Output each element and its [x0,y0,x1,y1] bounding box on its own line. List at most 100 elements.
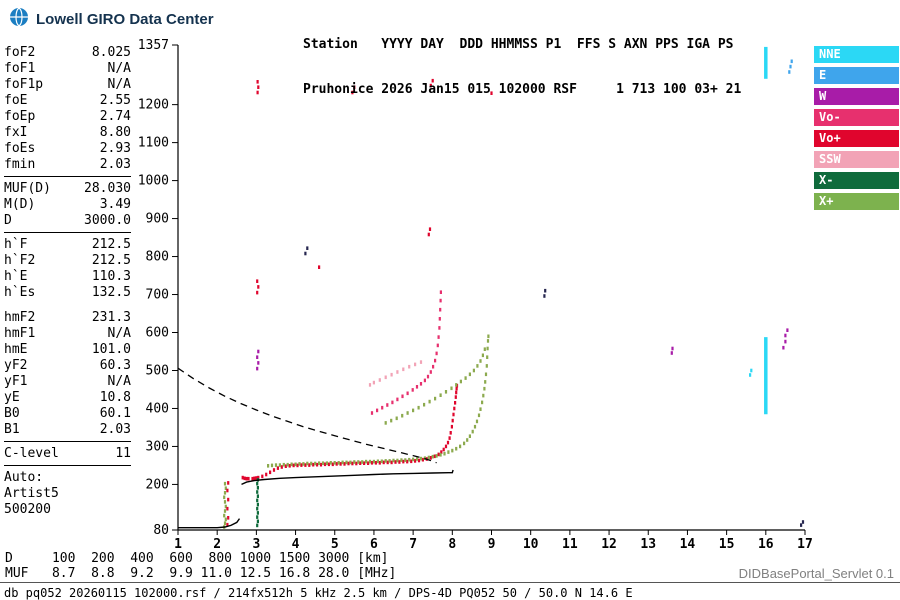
svg-text:80: 80 [153,523,169,538]
svg-text:200: 200 [146,477,169,492]
param-row: hmE 101.0 [4,342,131,358]
param-value: 2.74 [99,109,131,124]
svg-text:700: 700 [146,288,169,303]
param-label: B0 [4,406,20,421]
param-value: 10.8 [99,390,131,405]
param-label: yF2 [4,358,28,373]
param-value: 3.49 [99,197,131,212]
param-row: yF1 N/A [4,374,131,390]
svg-text:400: 400 [146,401,169,416]
param-label: C-level [4,446,59,461]
param-row: foF2 8.025 [4,45,131,61]
param-value: 212.5 [91,237,131,252]
param-separator [4,465,131,466]
legend-nne: NNE [814,46,899,63]
param-label: h`F2 [4,253,36,268]
status-bar: db pq052 20260115 102000.rsf / 214fx512h… [4,586,633,600]
svg-text:15: 15 [719,537,735,552]
param-separator [4,176,131,177]
param-label: hmF1 [4,326,36,341]
param-value: 60.1 [99,406,131,421]
param-label: fxI [4,125,28,140]
param-row: hmF2 231.3 [4,310,131,326]
svg-text:5: 5 [331,537,339,552]
param-label: foF1p [4,77,44,92]
legend-ssw: SSW [814,151,899,168]
param-row: MUF(D) 28.030 [4,181,131,197]
param-value: 60.3 [99,358,131,373]
svg-text:8: 8 [448,537,456,552]
param-separator [4,232,131,233]
svg-text:16: 16 [758,537,774,552]
param-label: fmin [4,157,36,172]
param-value: 2.93 [99,141,131,156]
param-value: N/A [107,374,131,389]
param-label: foE [4,93,28,108]
param-row: foEp 2.74 [4,109,131,125]
param-value: N/A [107,77,131,92]
svg-text:12: 12 [601,537,617,552]
param-value: 231.3 [91,310,131,325]
svg-text:6: 6 [370,537,378,552]
param-row: h`F2 212.5 [4,253,131,269]
param-row: M(D) 3.49 [4,197,131,213]
legend-w: W [814,88,899,105]
param-row: hmF1 N/A [4,326,131,342]
param-row: B0 60.1 [4,406,131,422]
statusbar-divider [0,582,900,583]
svg-text:4: 4 [292,537,300,552]
param-row: h`Es 132.5 [4,285,131,301]
svg-text:1000: 1000 [138,174,169,189]
param-row: fmin 2.03 [4,157,131,173]
legend-vo: Vo+ [814,130,899,147]
svg-text:1: 1 [174,537,182,552]
param-row: fxI 8.80 [4,125,131,141]
param-label: B1 [4,422,20,437]
param-label: yF1 [4,374,28,389]
svg-text:800: 800 [146,250,169,265]
svg-text:7: 7 [409,537,417,552]
station-header-columns: Station YYYY DAY DDD HHMMSS P1 FFS S AXN… [303,37,734,52]
param-label: D [4,213,12,228]
param-label: hmF2 [4,310,36,325]
legend-vo: Vo- [814,109,899,126]
param-label: h`F [4,237,28,252]
param-value: 8.80 [99,125,131,140]
param-label: foF1 [4,61,36,76]
param-label: h`Es [4,285,36,300]
param-value: N/A [107,326,131,341]
param-label: yE [4,390,20,405]
param-row: yF2 60.3 [4,358,131,374]
param-row: foEs 2.93 [4,141,131,157]
param-value: N/A [107,61,131,76]
distance-row: D 100 200 400 600 800 1000 1500 3000 [km… [5,551,389,566]
muf-row: MUF 8.7 8.8 9.2 9.9 11.0 12.5 16.8 28.0 … [5,566,397,581]
svg-text:1357: 1357 [138,38,169,53]
servlet-version: DIDBasePortal_Servlet 0.1 [738,566,894,581]
svg-text:14: 14 [680,537,696,552]
param-value: 2.03 [99,157,131,172]
svg-text:11: 11 [562,537,578,552]
parameter-panel: foF2 8.025 foF1 N/A foF1p N/A foE 2.55 foEp 2.74 f… [4,45,131,518]
param-value: 11 [115,446,131,461]
giro-globe-icon [8,6,30,32]
param-value: 212.5 [91,253,131,268]
param-row: foF1p N/A [4,77,131,93]
svg-text:17: 17 [797,537,813,552]
param-label: foEs [4,141,36,156]
param-label: hmE [4,342,28,357]
svg-text:3: 3 [252,537,260,552]
legend-e: E [814,67,899,84]
param-value: 110.3 [91,269,131,284]
param-separator [4,301,131,310]
param-row: yE 10.8 [4,390,131,406]
svg-text:600: 600 [146,326,169,341]
param-label: foF2 [4,45,36,60]
station-header-values: Pruhonice 2026 Jan15 015 102000 RSF 1 71… [303,82,742,97]
auto-info-line: Artist5 [4,486,59,501]
param-value: 132.5 [91,285,131,300]
logo-text: Lowell GIRO Data Center [36,10,214,28]
param-row: foE 2.55 [4,93,131,109]
